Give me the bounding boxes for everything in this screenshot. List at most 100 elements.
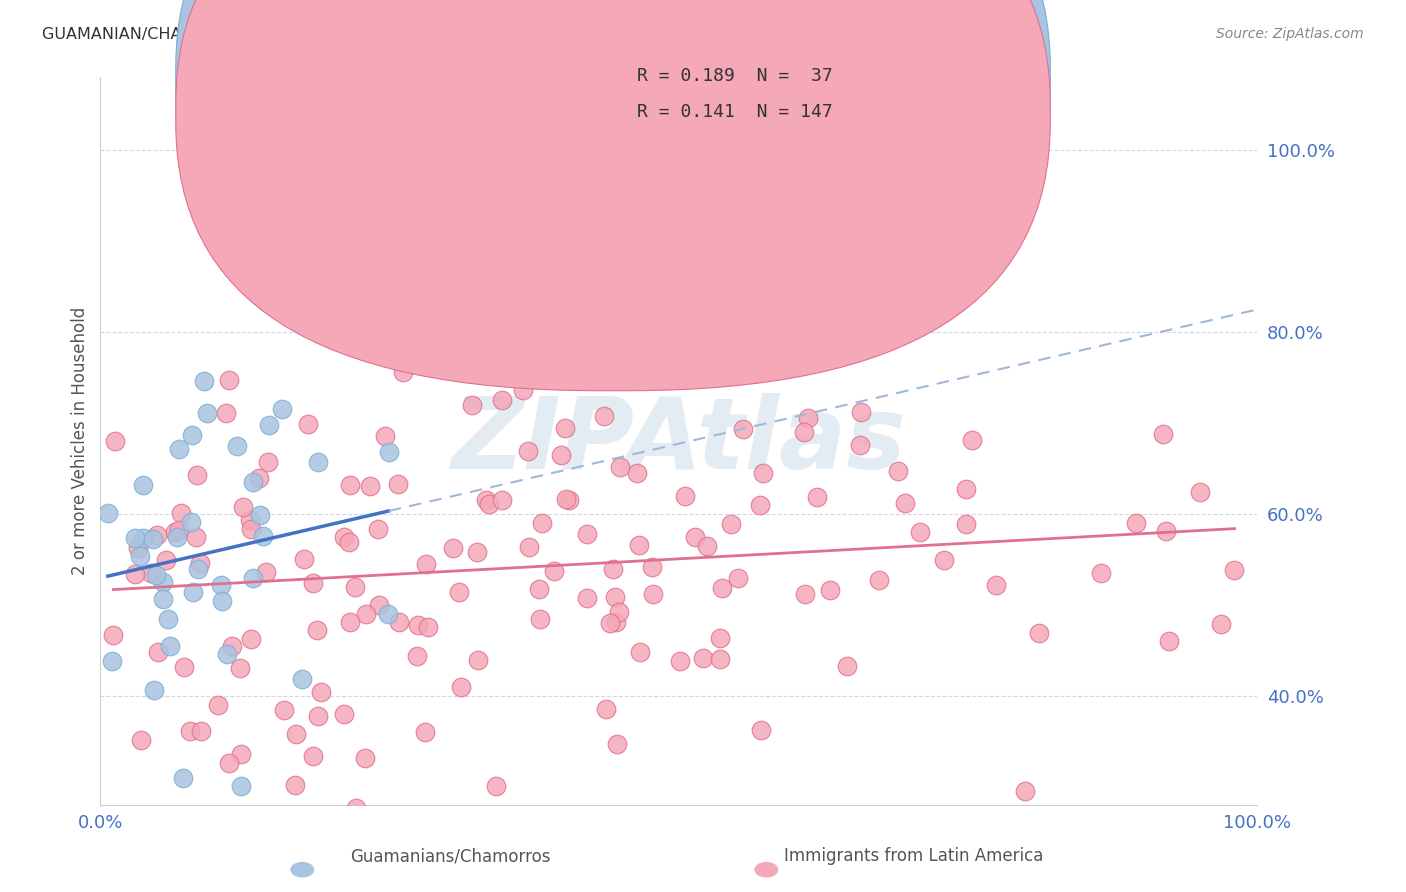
Immigrants from Latin America [887,464,910,478]
Immigrants from Latin America [292,552,315,566]
Immigrants from Latin America [148,645,170,659]
Guamanians/Chamorros [180,515,202,529]
Immigrants from Latin America [749,498,772,512]
Immigrants from Latin America [406,618,429,632]
Immigrants from Latin America [837,658,859,673]
Guamanians/Chamorros [193,374,215,388]
Immigrants from Latin America [387,476,409,491]
Guamanians/Chamorros [271,402,294,417]
Immigrants from Latin America [955,516,977,531]
Text: GUAMANIAN/CHAMORRO VS IMMIGRANTS FROM LATIN AMERICA 2 OR MORE VEHICLES IN HOUSEH: GUAMANIAN/CHAMORRO VS IMMIGRANTS FROM LA… [42,27,1046,42]
Immigrants from Latin America [254,565,277,579]
Immigrants from Latin America [512,384,534,398]
Immigrants from Latin America [1154,524,1177,538]
Guamanians/Chamorros [152,574,174,589]
Immigrants from Latin America [592,409,614,423]
Immigrants from Latin America [685,530,707,544]
Immigrants from Latin America [188,557,211,571]
Immigrants from Latin America [720,517,742,532]
Immigrants from Latin America [415,557,437,571]
Immigrants from Latin America [179,724,201,739]
Immigrants from Latin America [673,489,696,503]
Immigrants from Latin America [609,459,631,474]
Immigrants from Latin America [167,524,190,538]
Immigrants from Latin America [332,530,354,544]
Immigrants from Latin America [820,582,842,597]
Immigrants from Latin America [709,631,731,645]
Immigrants from Latin America [485,779,508,793]
Immigrants from Latin America [239,632,262,646]
Text: Source: ZipAtlas.com: Source: ZipAtlas.com [1216,27,1364,41]
Immigrants from Latin America [307,708,329,723]
Immigrants from Latin America [460,399,482,413]
Guamanians/Chamorros [159,640,181,654]
Text: ZIPAtlas: ZIPAtlas [451,392,905,490]
Immigrants from Latin America [139,566,162,580]
Immigrants from Latin America [554,491,576,506]
Immigrants from Latin America [186,467,208,482]
Immigrants from Latin America [344,800,367,814]
Immigrants from Latin America [416,619,439,633]
Text: R = 0.189  N =  37: R = 0.189 N = 37 [637,67,832,85]
Immigrants from Latin America [103,628,125,642]
Immigrants from Latin America [239,513,262,527]
Immigrants from Latin America [603,590,626,604]
Guamanians/Chamorros [307,455,329,469]
Immigrants from Latin America [1209,616,1232,631]
Guamanians/Chamorros [142,682,165,697]
Immigrants from Latin America [1188,485,1211,500]
Immigrants from Latin America [602,561,624,575]
Immigrants from Latin America [104,434,127,449]
Immigrants from Latin America [491,493,513,508]
Text: Guamanians/Chamorros: Guamanians/Chamorros [350,847,550,865]
Immigrants from Latin America [368,598,391,612]
Immigrants from Latin America [868,573,890,587]
Immigrants from Latin America [449,584,471,599]
Guamanians/Chamorros [209,578,232,592]
Immigrants from Latin America [218,756,240,770]
Immigrants from Latin America [934,552,956,566]
Immigrants from Latin America [607,605,630,619]
Guamanians/Chamorros [229,780,252,794]
Immigrants from Latin America [731,315,754,329]
Immigrants from Latin America [374,429,396,443]
Immigrants from Latin America [749,723,772,737]
Immigrants from Latin America [529,612,551,626]
Guamanians/Chamorros [132,532,155,546]
Guamanians/Chamorros [180,427,202,442]
Guamanians/Chamorros [124,532,146,546]
Immigrants from Latin America [752,466,775,480]
Immigrants from Latin America [527,582,550,597]
Text: Immigrants from Latin America: Immigrants from Latin America [785,847,1043,865]
Immigrants from Latin America [641,587,664,601]
Immigrants from Latin America [359,479,381,493]
Immigrants from Latin America [849,438,872,452]
Guamanians/Chamorros [142,532,165,546]
Immigrants from Latin America [575,527,598,541]
Guamanians/Chamorros [145,567,167,582]
Immigrants from Latin America [696,539,718,553]
Immigrants from Latin America [450,680,472,694]
Immigrants from Latin America [218,373,240,387]
Immigrants from Latin America [423,334,446,349]
Immigrants from Latin America [392,365,415,379]
Guamanians/Chamorros [156,612,179,626]
Immigrants from Latin America [1028,626,1050,640]
Immigrants from Latin America [575,591,598,605]
Immigrants from Latin America [232,500,254,515]
Immigrants from Latin America [531,516,554,531]
Immigrants from Latin America [780,848,803,863]
Immigrants from Latin America [1152,426,1174,441]
Guamanians/Chamorros [249,508,271,522]
Immigrants from Latin America [339,615,361,630]
Immigrants from Latin America [491,392,513,407]
Immigrants from Latin America [229,660,252,674]
Immigrants from Latin America [628,645,651,659]
Immigrants from Latin America [558,492,581,507]
Immigrants from Latin America [1125,516,1147,530]
Immigrants from Latin America [793,587,815,601]
Immigrants from Latin America [302,576,325,591]
Immigrants from Latin America [311,322,333,336]
Immigrants from Latin America [1090,566,1112,580]
Immigrants from Latin America [388,615,411,629]
